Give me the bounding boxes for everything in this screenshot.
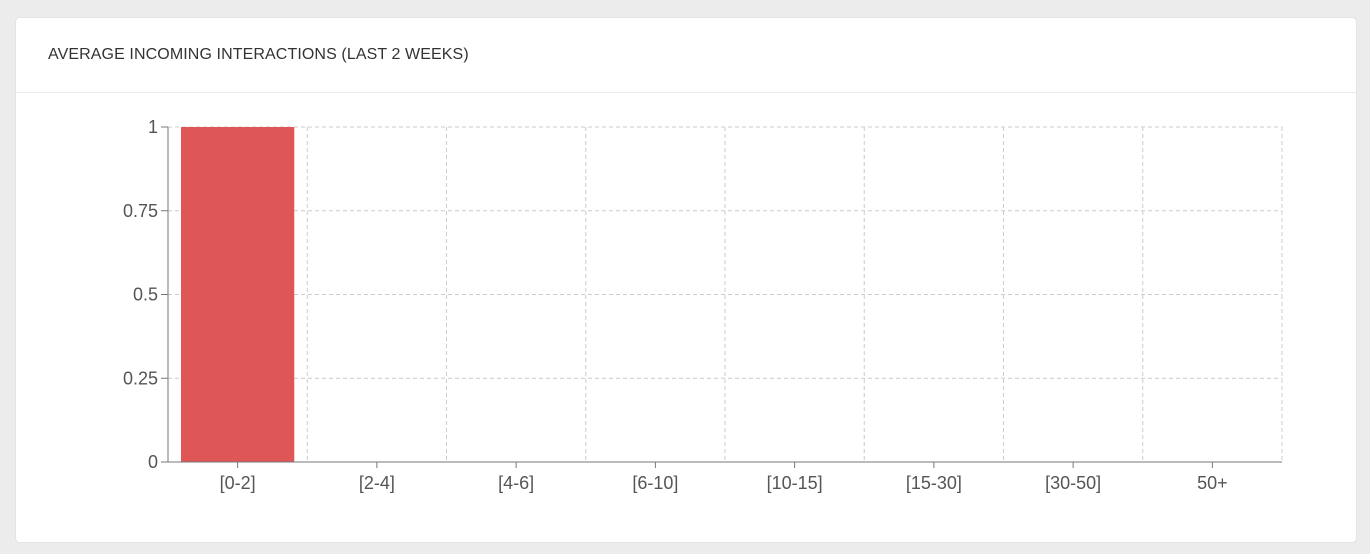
x-tick-label: [0-2] [220, 473, 256, 493]
x-tick-label: [10-15] [767, 473, 823, 493]
x-tick-label: [2-4] [359, 473, 395, 493]
y-tick-label: 0 [148, 452, 158, 472]
y-tick-label: 1 [148, 117, 158, 137]
card-title: AVERAGE INCOMING INTERACTIONS (LAST 2 WE… [48, 46, 469, 63]
bar-[0-2] [181, 127, 295, 462]
x-tick-label: [6-10] [632, 473, 678, 493]
x-tick-label: [15-30] [906, 473, 962, 493]
chart-card: AVERAGE INCOMING INTERACTIONS (LAST 2 WE… [16, 18, 1356, 542]
y-tick-label: 0.25 [123, 368, 158, 388]
x-tick-label: [30-50] [1045, 473, 1101, 493]
y-tick-label: 0.75 [123, 201, 158, 221]
card-header: AVERAGE INCOMING INTERACTIONS (LAST 2 WE… [16, 18, 1356, 93]
x-tick-label: [4-6] [498, 473, 534, 493]
x-tick-label: 50+ [1197, 473, 1228, 493]
y-tick-label: 0.5 [133, 285, 158, 305]
bar-chart: 0 0.25 0.5 0.75 1 [0-2] [2-4] [4-6] [6-10] [10-15… [123, 117, 1283, 493]
